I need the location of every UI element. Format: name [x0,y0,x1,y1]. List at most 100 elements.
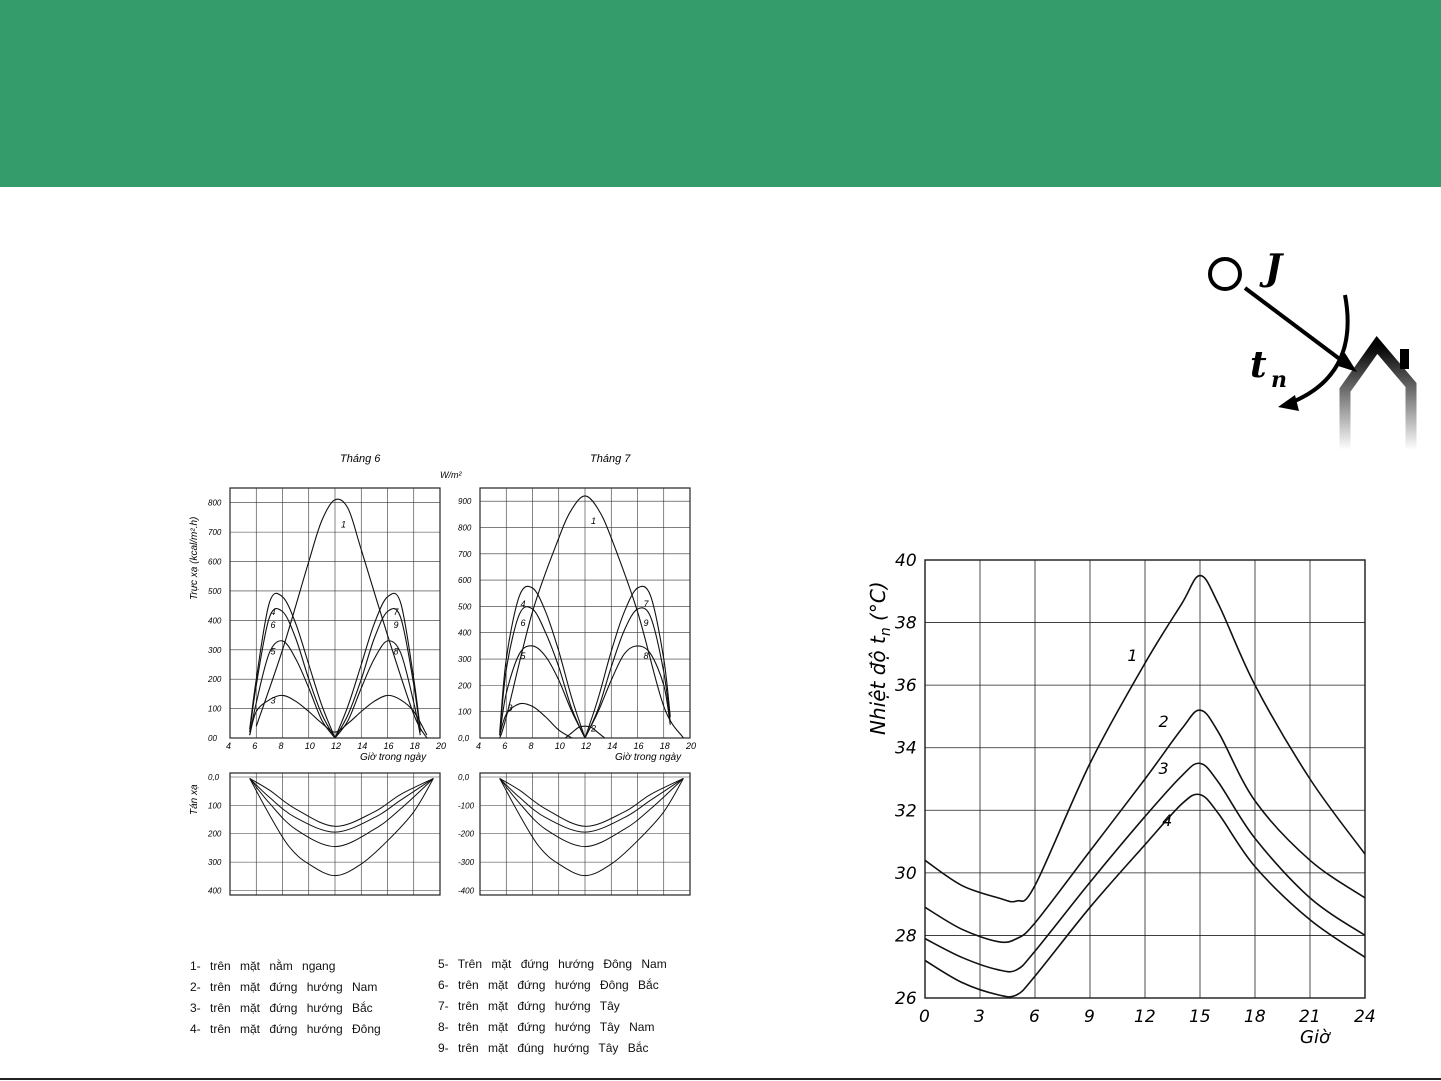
y-tick-label: 30 [895,864,917,884]
series-line [924,762,1366,973]
series-label: 1 [341,520,346,530]
scatter-radiation-label: Tán xạ [189,784,200,815]
y-tick-label: 300 [208,646,222,655]
y-tick-label: 200 [457,681,472,690]
y-tick-label: 40 [895,551,917,571]
label-j: J [1259,247,1284,289]
series-line [249,694,428,736]
series-label: 4 [521,599,526,609]
x-tick-label: 6 [502,741,507,751]
series-line [249,640,336,739]
y-tick-label: 36 [895,676,917,696]
y-tick-label: 400 [458,629,472,638]
series-line [334,640,421,739]
x-tick-label: 4 [226,741,231,751]
x-tick-label: 16 [384,741,394,751]
series-line [499,702,573,739]
legend-item: 8- trên mặt đứng hướng Tây Nam [438,1020,655,1034]
house-outline [1339,336,1417,450]
x-tick-label: 12 [581,741,591,751]
x-tick-label: 3 [974,1007,985,1027]
legend-item: 3- trên mặt đứng hướng Bắc [190,1001,373,1015]
series-line [499,585,586,739]
scatter-line [499,778,684,877]
y-tick-label: 800 [208,499,222,508]
legend-item: 9- trên mặt đúng hướng Tây Bắc [438,1041,649,1055]
y-tick-label: 300 [208,858,222,867]
y-tick-label: 0,0 [458,773,470,782]
x-tick-label: 15 [1189,1007,1211,1027]
scatter-line [249,778,434,848]
y-tick-label: -400 [458,886,475,895]
y-tick-label: 100 [208,705,222,714]
series-line [564,725,606,739]
x-tick-label: 0 [919,1007,930,1027]
series-label: 4 [271,607,276,617]
series-line [924,793,1366,998]
x-tick-label: 9 [1084,1007,1095,1027]
series-label: 6 [271,620,276,630]
y-tick-label: 600 [208,558,222,567]
sun-circle [1208,257,1242,291]
x-tick-label: 10 [305,741,315,751]
series-label: 7 [644,599,650,609]
y-tick-label: 100 [208,801,222,810]
y-tick-label: 0,0 [208,773,220,782]
series-line [499,495,684,739]
series-line [255,498,428,739]
series-line [334,608,421,739]
y-tick-label: 28 [895,926,917,946]
series-label: 8 [394,647,399,657]
x-tick-label: 12 [1134,1007,1156,1027]
scatter-line [249,777,434,827]
x-tick-label: 8 [529,741,534,751]
scatter-line [499,778,684,848]
solar-legend-left: 1- trên mặt nằm ngang 2- trên mặt đứng h… [190,956,381,1040]
y-tick-label: 400 [208,616,222,625]
y-tick-label: 200 [207,830,222,839]
panel-title-june: Tháng 6 [340,453,381,465]
x-tick-label: 16 [634,741,644,751]
series-line [334,592,421,739]
series-label: 3 [271,696,276,706]
series-label: 2 [590,723,596,733]
x-axis-label-june: Giờ trong ngày [360,752,427,763]
y-tick-label: 600 [458,576,472,585]
solar-legend-right: 5- Trên mặt đứng hướng Đông Nam 6- trên … [438,954,667,1059]
y-tick-label: 26 [895,989,917,1009]
y-tick-label: 34 [895,739,917,759]
x-tick-label: 10 [555,741,565,751]
legend-item: 2- trên mặt đứng hướng Nam [190,980,378,994]
x-tick-label: 20 [435,741,446,751]
series-line [584,585,671,739]
y-tick-label: 800 [458,523,472,532]
x-tick-label: 18 [660,741,670,751]
y-tick-label: 500 [458,602,472,611]
y-tick-label: 300 [458,655,472,664]
series-line [249,592,336,739]
y-tick-label: 900 [458,497,472,506]
x-tick-label: 18 [1244,1007,1266,1027]
series-line [584,607,671,739]
emission-arc [1289,294,1350,405]
series-line [924,709,1366,944]
series-label: 5 [271,647,277,657]
y-tick-label: 00 [208,734,217,743]
series-line [924,574,1366,903]
x-tick-label: 6 [252,741,257,751]
x-tick-label: 14 [357,741,367,751]
series-label: 2 [1159,712,1169,731]
series-label: 1 [591,516,596,526]
series-line [249,608,336,739]
scatter-line [499,777,684,833]
y-tick-label: -100 [458,801,475,810]
series-label: 5 [521,651,527,661]
unit-w-label: W/m² [440,470,462,480]
series-label: 9 [394,620,399,630]
y-tick-label: 32 [895,801,917,821]
series-line [499,645,586,739]
x-tick-label: 6 [1029,1007,1040,1027]
series-label: 7 [394,607,400,617]
y-tick-label: 200 [207,675,222,684]
series-label: 8 [644,651,649,661]
